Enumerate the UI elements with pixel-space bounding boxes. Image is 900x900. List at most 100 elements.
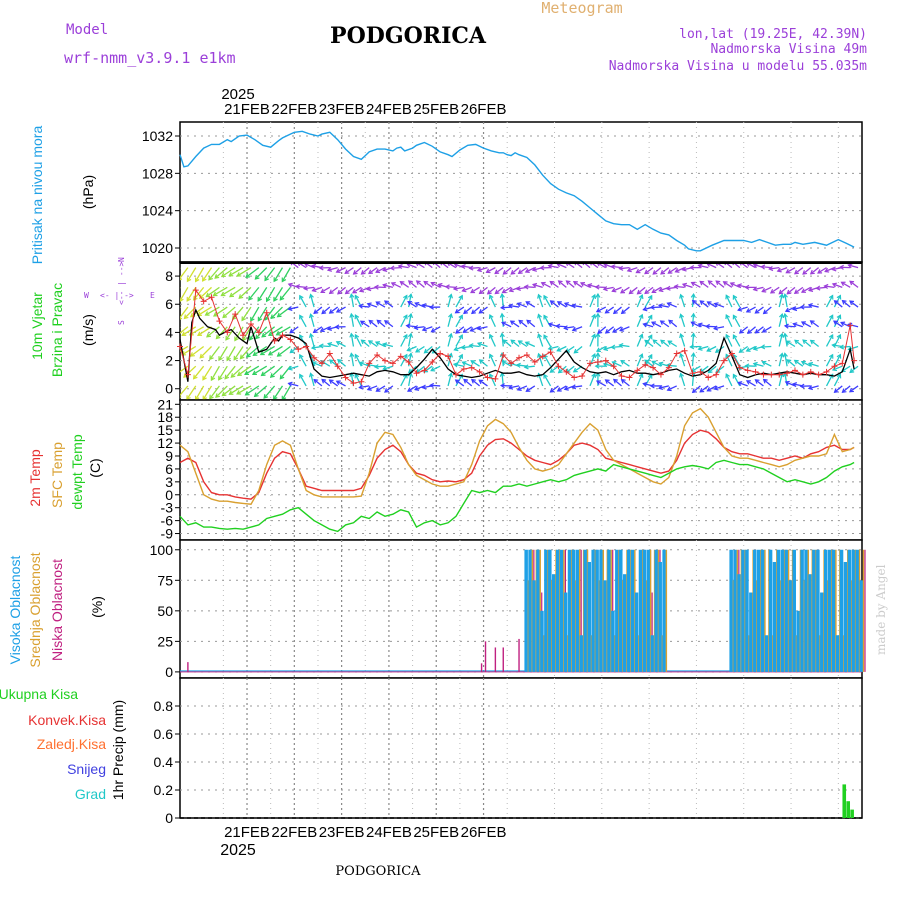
wind-arrow	[430, 384, 441, 387]
y-tick-label: 25	[157, 633, 173, 649]
wind-arrow	[636, 314, 643, 328]
wind-arrow	[572, 326, 583, 331]
wind-arrowhead	[202, 375, 207, 381]
wind-arrowhead	[828, 353, 834, 359]
wind-arrowhead	[782, 332, 788, 338]
wind-arrowhead	[515, 362, 521, 368]
wind-arrowhead	[587, 283, 593, 289]
wind-arrow	[501, 321, 512, 328]
wind-arrowhead	[752, 286, 758, 292]
wind-arrow	[833, 320, 843, 328]
wind-arrow	[761, 345, 772, 348]
wind-gust-marker	[342, 374, 349, 381]
wind-arrowhead	[366, 386, 372, 391]
wind-arrowhead	[833, 320, 839, 326]
wind-arrow	[518, 267, 528, 274]
precip-frz-label: Zaledj.Kisa	[37, 736, 106, 752]
wind-arrowhead	[189, 352, 195, 357]
wind-arrowhead	[310, 263, 317, 269]
wind-arrowhead	[334, 324, 340, 330]
wind-arrow	[732, 315, 741, 328]
wind-arrowhead	[399, 281, 405, 286]
cloud-high-bar	[607, 549, 611, 672]
wind-arrow	[596, 345, 607, 352]
wind-arrowhead	[199, 353, 205, 359]
wind-arrow	[288, 306, 299, 310]
wind-arrowhead	[537, 293, 542, 299]
wind-arrow	[181, 326, 197, 336]
wind-arrow	[761, 266, 772, 269]
wind-arrow	[273, 385, 284, 400]
wind-arrowhead	[793, 269, 799, 275]
wind-arrow	[739, 345, 749, 353]
wind-arrow	[221, 286, 236, 297]
wind-arrowhead	[488, 353, 494, 359]
wind-arrow	[321, 306, 331, 314]
bottom-day-24FEB: 24FEB	[366, 824, 412, 841]
wind-arrow	[309, 294, 315, 308]
y-tick-label: 21	[157, 396, 173, 412]
wind-arrowhead	[732, 334, 738, 340]
wind-arrowhead	[248, 335, 254, 341]
wind-arrow	[730, 282, 741, 288]
wind-arrow	[229, 286, 244, 298]
wind-arrowhead	[313, 378, 319, 384]
wind-arrowhead	[260, 371, 266, 377]
wind-gust-marker	[831, 363, 838, 370]
wind-arrowhead	[239, 354, 245, 360]
wind-arrowhead	[455, 329, 461, 334]
panel-frame	[179, 399, 863, 541]
wind-arrow	[469, 344, 480, 348]
wind-arrowhead	[476, 267, 482, 273]
precip-bar	[846, 801, 851, 818]
wind-arrow	[215, 385, 228, 398]
wind-arrow	[667, 302, 677, 308]
wind-arrow	[455, 326, 465, 334]
cloud-high-bar	[764, 635, 769, 672]
wind-arrowhead	[841, 388, 847, 394]
wind-arrowhead	[690, 352, 696, 358]
cloud-high-bar	[528, 549, 532, 672]
cloud-high-bar	[532, 580, 536, 672]
temp-red-line	[179, 429, 855, 500]
wind-arrowhead	[657, 303, 663, 309]
wind-arrow	[186, 385, 197, 400]
year-top: 2025	[221, 86, 254, 103]
wind-arrowhead	[706, 386, 712, 392]
wind-gust-marker	[192, 287, 199, 294]
wind-arrowhead	[311, 287, 317, 293]
wind-arrow	[762, 326, 772, 333]
wind-arrowhead	[836, 373, 842, 379]
wind-arrowhead	[836, 294, 842, 300]
wind-arrowhead	[319, 327, 325, 333]
panel-frame	[179, 677, 863, 819]
wind-arrowhead	[186, 296, 192, 302]
wind-arrowhead	[752, 345, 758, 351]
wind-arrow	[329, 379, 339, 387]
y-tick-label: 6	[165, 296, 173, 312]
cloud-high-bar	[626, 549, 631, 672]
wind-arrow	[778, 333, 783, 347]
wind-arrowhead	[809, 339, 815, 345]
wind-arrowhead	[458, 334, 463, 340]
y-tick-label: 75	[157, 572, 173, 588]
wind-arrow	[714, 326, 725, 330]
wind-arrowhead	[572, 280, 578, 286]
wind-gust-marker	[697, 368, 704, 375]
wind-arrowhead	[619, 288, 625, 294]
wind-arrow	[501, 306, 512, 309]
wind-arrow	[478, 379, 488, 387]
wind-arrowhead	[358, 384, 364, 390]
wind-arrow	[627, 267, 638, 272]
wind-arrowhead	[620, 309, 626, 315]
wind-arrowhead	[488, 313, 494, 320]
wind-arrowhead	[254, 274, 260, 280]
wind-arrow	[613, 306, 622, 314]
wind-arrow	[416, 280, 425, 288]
wind-arrow	[186, 286, 197, 302]
wind-gust-marker	[807, 368, 814, 375]
wind-arrowhead	[366, 286, 372, 292]
wind-arrowhead	[635, 268, 641, 274]
wind-gust-marker	[484, 374, 491, 381]
y-tick-label: 15	[157, 422, 173, 438]
